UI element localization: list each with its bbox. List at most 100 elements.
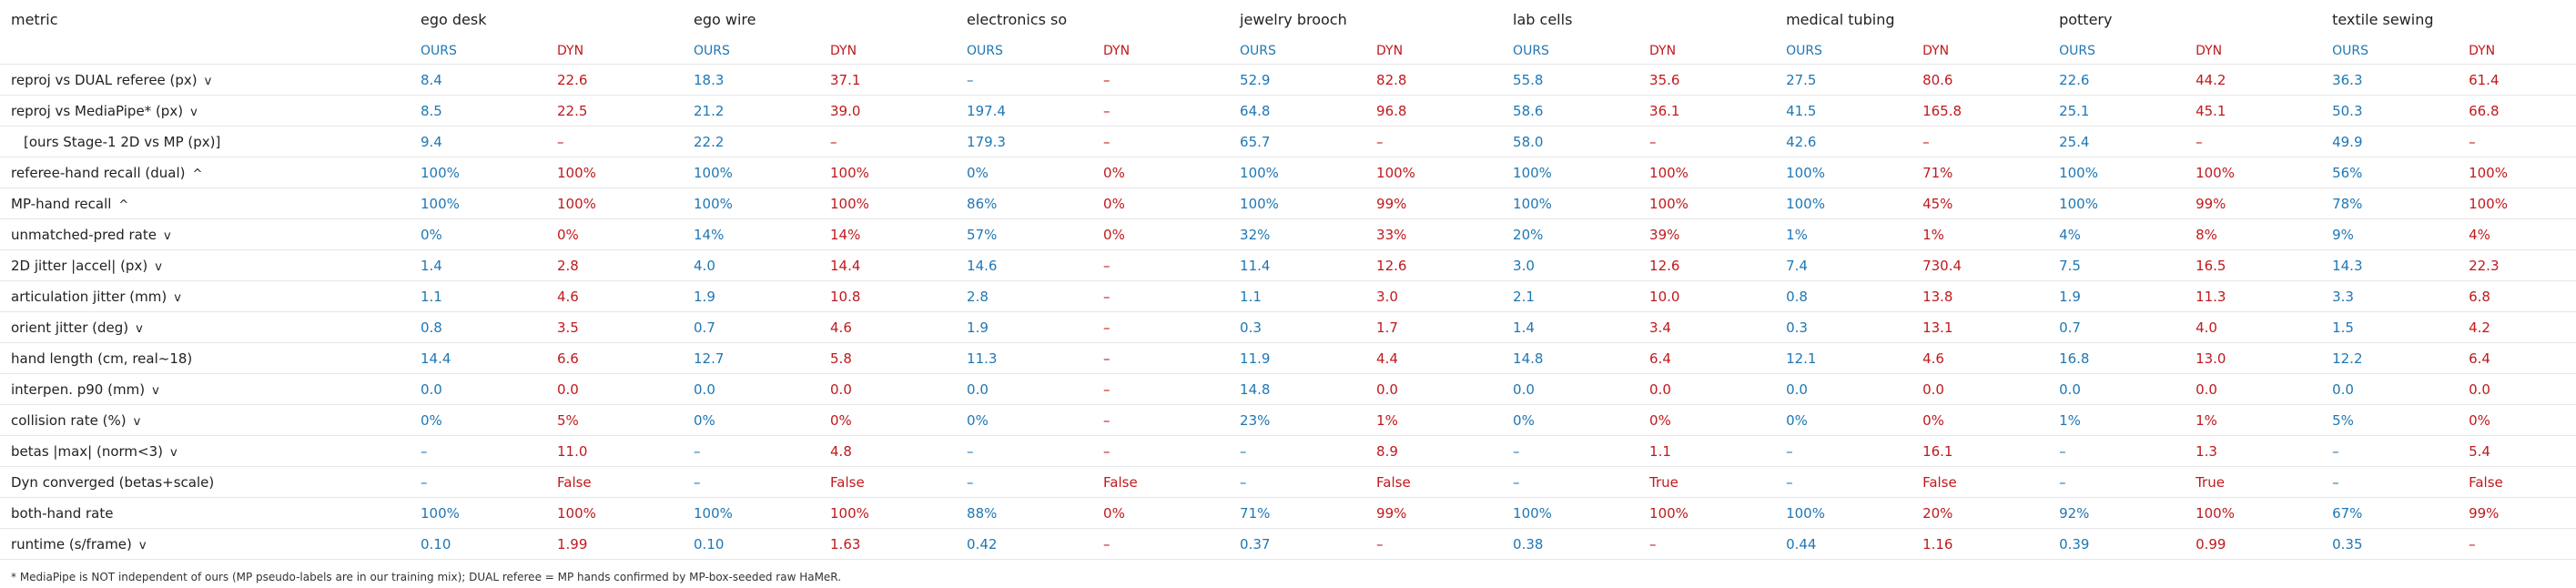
metric-column-header[interactable]: metric xyxy=(11,10,58,28)
dyn-value-cell: 0% xyxy=(1092,188,1230,219)
metric-label: reproj vs DUAL referee (px) xyxy=(11,71,198,88)
ours-value-cell: 100% xyxy=(410,497,546,529)
ours-value-cell: 21.2 xyxy=(683,95,820,127)
dyn-column-header[interactable]: DYN xyxy=(1103,44,1131,58)
lower-is-better-indicator: v xyxy=(169,445,177,460)
dataset-header[interactable]: ego wire xyxy=(694,10,756,28)
ours-value-cell: 16.8 xyxy=(2048,342,2186,374)
dyn-value-cell: 0% xyxy=(1912,404,2049,436)
ours-column-header[interactable]: OURS xyxy=(967,44,1003,58)
ours-value-cell: 100% xyxy=(1775,157,1912,188)
ours-value-cell: 3.0 xyxy=(1502,249,1639,281)
ours-column-header[interactable]: OURS xyxy=(2332,44,2368,58)
dyn-value-cell: – xyxy=(1092,373,1230,405)
dyn-value-cell: 13.8 xyxy=(1912,280,2049,312)
ours-value-cell: 67% xyxy=(2321,497,2459,529)
dyn-value-cell: 1.1 xyxy=(1638,435,1776,467)
dyn-value-cell: – xyxy=(1365,528,1503,560)
lower-is-better-indicator: v xyxy=(136,321,143,336)
dyn-value-cell: 730.4 xyxy=(1912,249,2049,281)
ours-column-header[interactable]: OURS xyxy=(1240,44,1276,58)
ours-value-cell: – xyxy=(1775,466,1912,498)
metric-label: runtime (s/frame) xyxy=(11,535,132,553)
dyn-value-cell: 100% xyxy=(546,157,684,188)
dyn-value-cell: – xyxy=(1092,311,1230,343)
metric-label-cell: articulation jitter (mm) v xyxy=(0,280,410,312)
dyn-value-cell: 0.0 xyxy=(2185,373,2322,405)
dyn-column-header[interactable]: DYN xyxy=(2196,44,2223,58)
ours-value-cell: 1.1 xyxy=(410,280,546,312)
ours-value-cell: 27.5 xyxy=(1775,64,1912,96)
ours-value-cell: 58.0 xyxy=(1502,126,1639,157)
dyn-value-cell: 20% xyxy=(1912,497,2049,529)
dyn-value-cell: – xyxy=(1092,435,1230,467)
dyn-value-cell: 5% xyxy=(546,404,684,436)
ours-value-cell: 100% xyxy=(683,497,820,529)
dyn-value-cell: 99% xyxy=(1365,497,1503,529)
ours-column-header[interactable]: OURS xyxy=(694,44,730,58)
dyn-column-header[interactable]: DYN xyxy=(557,44,584,58)
ours-value-cell: 8.4 xyxy=(410,64,546,96)
dyn-value-cell: 8.9 xyxy=(1365,435,1503,467)
metric-label: MP-hand recall xyxy=(11,195,112,212)
dyn-value-cell: 14% xyxy=(819,218,957,250)
dyn-value-cell: 100% xyxy=(1638,497,1776,529)
dyn-value-cell: 4.6 xyxy=(546,280,684,312)
ours-value-cell: 56% xyxy=(2321,157,2459,188)
dyn-value-cell: – xyxy=(1092,342,1230,374)
dyn-value-cell: 100% xyxy=(546,188,684,219)
dyn-value-cell: 44.2 xyxy=(2185,64,2322,96)
ours-column-header[interactable]: OURS xyxy=(1786,44,1822,58)
ours-value-cell: 32% xyxy=(1229,218,1366,250)
dyn-column-header[interactable]: DYN xyxy=(1649,44,1677,58)
dyn-value-cell: 82.8 xyxy=(1365,64,1503,96)
dataset-header[interactable]: lab cells xyxy=(1513,10,1573,28)
ours-value-cell: 12.1 xyxy=(1775,342,1912,374)
table-row: reproj vs MediaPipe* (px) v 8.5 22.5 21.2 39.… xyxy=(0,95,2576,127)
dyn-value-cell: 12.6 xyxy=(1638,249,1776,281)
ours-value-cell: – xyxy=(2048,466,2186,498)
dyn-value-cell: 4.6 xyxy=(1912,342,2049,374)
ours-value-cell: 1.9 xyxy=(683,280,820,312)
ours-value-cell: 0.7 xyxy=(2048,311,2186,343)
ours-value-cell: 92% xyxy=(2048,497,2186,529)
dataset-header[interactable]: pottery xyxy=(2059,10,2113,28)
dyn-value-cell: – xyxy=(1365,126,1503,157)
ours-value-cell: – xyxy=(1502,435,1639,467)
metric-label: hand length (cm, real~18) xyxy=(11,350,193,367)
lower-is-better-indicator: v xyxy=(133,414,141,429)
dyn-value-cell: 13.1 xyxy=(1912,311,2049,343)
dyn-value-cell: – xyxy=(1092,95,1230,127)
table-row: unmatched-pred rate v 0% 0% 14% 14% 57% 0% 32% 33… xyxy=(0,218,2576,250)
ours-value-cell: 1.4 xyxy=(1502,311,1639,343)
dyn-value-cell: 165.8 xyxy=(1912,95,2049,127)
dataset-header[interactable]: electronics so xyxy=(967,10,1068,28)
dataset-header[interactable]: jewelry brooch xyxy=(1240,10,1347,28)
metric-label: unmatched-pred rate xyxy=(11,226,157,243)
lower-is-better-indicator: v xyxy=(152,383,159,398)
dyn-column-header[interactable]: DYN xyxy=(1376,44,1404,58)
dyn-value-cell: 6.4 xyxy=(1638,342,1776,374)
ours-value-cell: 64.8 xyxy=(1229,95,1366,127)
ours-column-header[interactable]: OURS xyxy=(2059,44,2095,58)
dataset-header[interactable]: medical tubing xyxy=(1786,10,1895,28)
ours-value-cell: 14% xyxy=(683,218,820,250)
ours-column-header[interactable]: OURS xyxy=(1513,44,1549,58)
ours-value-cell: 100% xyxy=(1775,188,1912,219)
dyn-column-header[interactable]: DYN xyxy=(2469,44,2496,58)
dyn-column-header[interactable]: DYN xyxy=(830,44,857,58)
metric-subheader-blank xyxy=(0,38,410,65)
dyn-value-cell: 22.6 xyxy=(546,64,684,96)
dyn-value-cell: 100% xyxy=(2458,157,2576,188)
ours-value-cell: – xyxy=(956,435,1093,467)
ours-value-cell: 18.3 xyxy=(683,64,820,96)
dyn-value-cell: 45% xyxy=(1912,188,2049,219)
ours-value-cell: 100% xyxy=(683,157,820,188)
dyn-value-cell: 4.2 xyxy=(2458,311,2576,343)
dyn-column-header[interactable]: DYN xyxy=(1922,44,1950,58)
metric-label: reproj vs MediaPipe* (px) xyxy=(11,102,184,119)
dataset-header[interactable]: ego desk xyxy=(421,10,487,28)
ours-column-header[interactable]: OURS xyxy=(421,44,457,58)
dataset-header[interactable]: textile sewing xyxy=(2332,10,2434,28)
ours-value-cell: 65.7 xyxy=(1229,126,1366,157)
